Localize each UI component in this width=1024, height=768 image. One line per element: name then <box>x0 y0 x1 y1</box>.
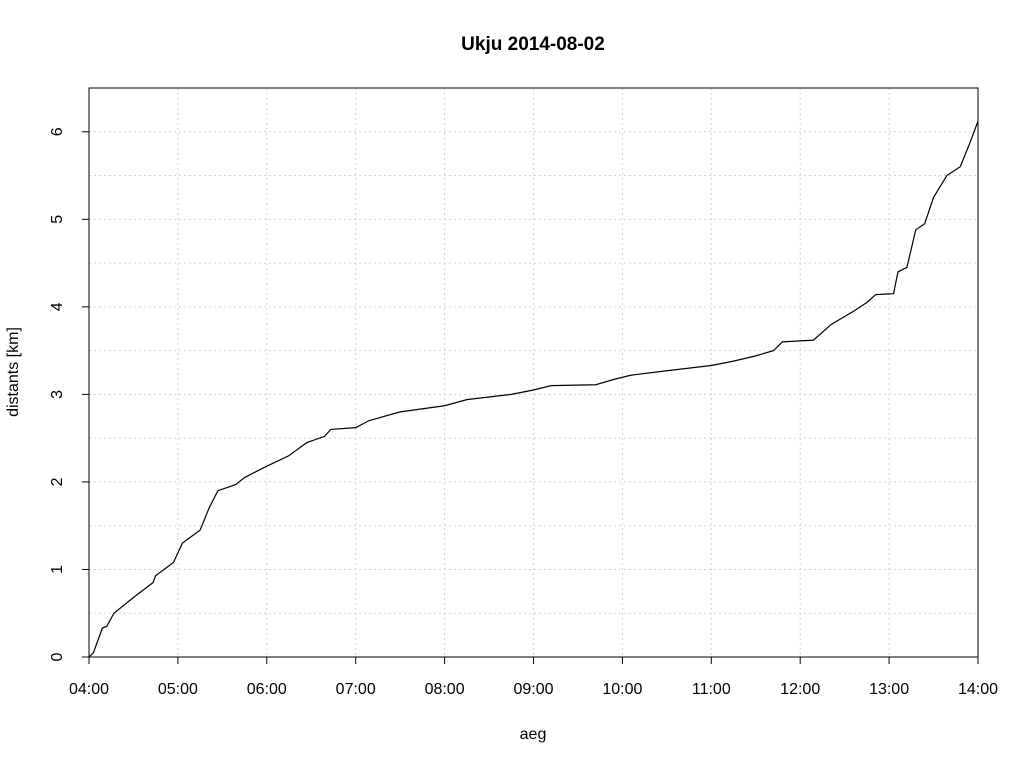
x-tick-label: 06:00 <box>247 681 287 698</box>
data-line <box>88 121 979 658</box>
x-tick-label: 04:00 <box>69 681 109 698</box>
x-tick-label: 05:00 <box>158 681 198 698</box>
x-tick-label: 11:00 <box>692 681 731 698</box>
x-tick-label: 07:00 <box>336 681 376 698</box>
y-axis-label: distants [km] <box>5 327 22 417</box>
x-axis-label: aeg <box>520 726 547 743</box>
y-tick-label: 2 <box>49 477 66 486</box>
x-tick-label: 09:00 <box>513 681 553 698</box>
x-tick-label: 08:00 <box>425 681 465 698</box>
chart-title: Ukju 2014-08-02 <box>461 34 605 55</box>
y-tick-label: 6 <box>49 127 66 136</box>
y-tick-label: 4 <box>49 302 66 311</box>
x-tick-label: 10:00 <box>602 681 642 698</box>
y-tick-label: 5 <box>49 215 66 224</box>
y-tick-label: 1 <box>49 565 66 574</box>
y-tick-label: 3 <box>49 390 66 399</box>
x-tick-label: 13:00 <box>869 681 909 698</box>
y-tick-label: 0 <box>49 652 66 661</box>
x-tick-label: 12:00 <box>780 681 820 698</box>
x-tick-label: 14:00 <box>958 681 998 698</box>
